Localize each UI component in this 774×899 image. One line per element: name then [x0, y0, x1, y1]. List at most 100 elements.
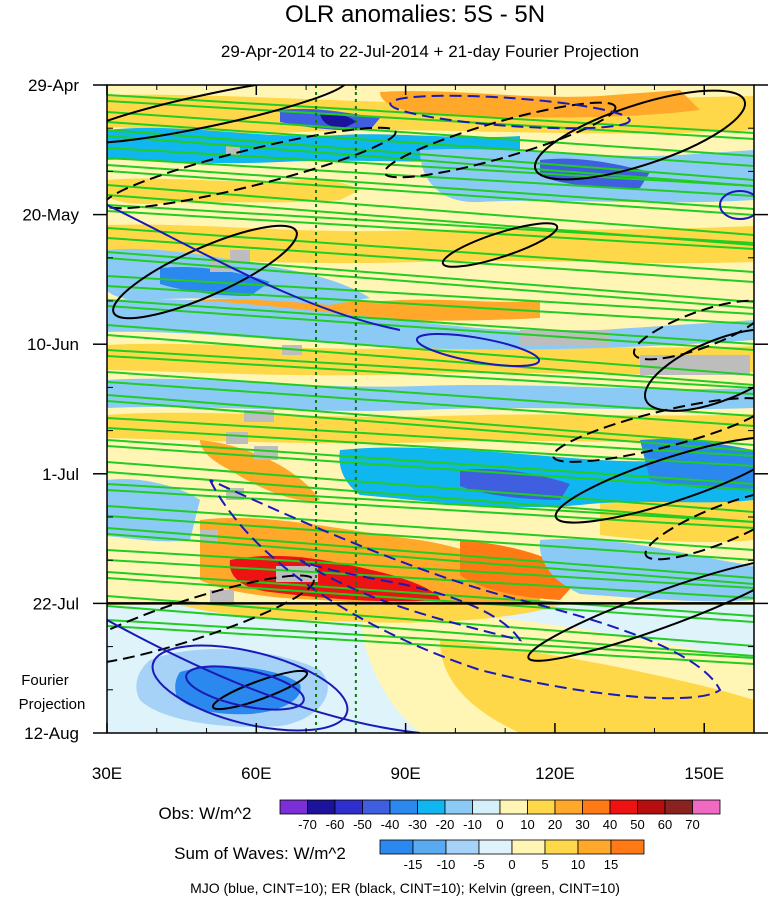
obs-colorbar-swatch	[444, 799, 473, 815]
mjo-contour-positive	[151, 644, 349, 732]
y-tick-label: 22-Jul	[33, 594, 79, 613]
kelvin-contour	[107, 504, 754, 562]
waves-colorbar-swatch	[544, 839, 579, 855]
er-contour-negative	[632, 299, 754, 361]
mjo-contour-negative	[299, 559, 523, 642]
obs-colorbar-swatch	[554, 799, 583, 815]
obs-colorbar-swatch	[582, 799, 611, 815]
axes: 30E 60E 90E 120E 150E 29-Apr 20-May 10-Jun 1-Jul…	[22, 76, 768, 783]
waves-colorbar-swatch	[610, 839, 645, 855]
waves-colorbar-label: Sum of Waves: W/m^2	[174, 844, 346, 863]
waves-colorbar-swatch	[577, 839, 612, 855]
obs-colorbar-tick-label: -30	[408, 817, 427, 832]
chart-subtitle: 29-Apr-2014 to 22-Jul-2014 + 21-day Four…	[221, 42, 639, 61]
obs-colorbar-tick-label: -20	[436, 817, 455, 832]
kelvin-contour	[107, 482, 754, 530]
obs-neg-band-14	[320, 113, 356, 128]
obs-colorbar-tick-label: 0	[496, 817, 503, 832]
kelvin-contour	[107, 203, 754, 251]
obs-colorbar-swatch	[609, 799, 638, 815]
kelvin-contour	[107, 416, 754, 468]
waves-colorbar-swatch	[478, 839, 513, 855]
obs-pos-band-12	[107, 178, 360, 205]
obs-colorbar-swatch	[389, 799, 418, 815]
obs-colorbar-tick-label: 40	[603, 817, 617, 832]
obs-colorbar-tick-label: -10	[463, 817, 482, 832]
obs-colorbar-swatch	[637, 799, 666, 815]
mjo-contour-positive	[719, 190, 754, 220]
missing-data-block	[226, 432, 248, 444]
obs-colorbar-swatch	[499, 799, 528, 815]
er-contour-negative	[552, 397, 754, 463]
mjo-contour-negative	[389, 94, 631, 130]
obs-colorbar-tick-label: 50	[630, 817, 644, 832]
er-contour-positive	[527, 558, 754, 662]
obs-colorbar-swatch	[472, 799, 501, 815]
kelvin-contour	[107, 460, 754, 524]
obs-colorbar-swatch	[307, 799, 336, 815]
obs-colorbar-tick-label: 10	[520, 817, 534, 832]
kelvin-contour	[107, 594, 754, 658]
mjo-contours	[107, 94, 754, 733]
kelvin-contour	[107, 274, 754, 326]
waves-colorbar-swatch	[445, 839, 480, 855]
y-tick-label: 1-Jul	[42, 465, 79, 484]
obs-colorbar-tick-label: 30	[575, 817, 589, 832]
mjo-contour-positive	[107, 204, 401, 331]
missing-data-blocks	[200, 145, 750, 602]
missing-data-block	[230, 250, 250, 262]
chart-title: OLR anomalies: 5S - 5N	[285, 1, 545, 28]
plot-area	[107, 85, 754, 733]
obs-colorbar-tick-label: 60	[658, 817, 672, 832]
er-contour-positive	[533, 89, 747, 181]
kelvin-contour	[107, 570, 754, 624]
contour-note: MJO (blue, CINT=10); ER (black, CINT=10)…	[190, 880, 620, 896]
x-tick-label: 30E	[92, 764, 122, 783]
x-tick-label: 90E	[390, 764, 420, 783]
kelvin-contour	[107, 348, 754, 396]
er-contour-positive	[211, 669, 309, 711]
kelvin-contour	[107, 128, 754, 188]
projection-label-line-2: Projection	[19, 696, 86, 713]
missing-data-block	[276, 566, 318, 582]
obs-colorbar-swatch	[334, 799, 363, 815]
obs-colorbar-swatch	[362, 799, 391, 815]
waves-colorbar-tick-label: 0	[508, 857, 515, 872]
kelvin-contour	[107, 438, 754, 492]
obs-colorbar-tick-label: -70	[298, 817, 317, 832]
kelvin-contour	[107, 110, 754, 168]
kelvin-contour	[107, 226, 754, 284]
obs-colorbar-tick-label: -60	[326, 817, 345, 832]
obs-colorbar-tick-label: -40	[381, 817, 400, 832]
mjo-contour-positive	[415, 333, 541, 367]
y-tick-label: 10-Jun	[27, 335, 79, 354]
waves-colorbar-tick-label: 5	[541, 857, 548, 872]
obs-colorbar-tick-label: 20	[548, 817, 562, 832]
kelvin-contour	[107, 548, 754, 600]
obs-colorbar-swatch	[692, 799, 721, 815]
waves-colorbar-tick-label: -10	[437, 857, 456, 872]
missing-data-block	[210, 590, 234, 602]
projection-label-line-1: Fourier	[21, 672, 69, 689]
waves-colorbar-tick-label: 15	[604, 857, 618, 872]
y-tick-label: 20-May	[22, 206, 79, 225]
kelvin-contour	[107, 163, 754, 217]
er-contour-positive	[441, 222, 559, 268]
kelvin-contour	[107, 250, 754, 310]
waves-colorbar-swatch	[511, 839, 546, 855]
waves-colorbar-tick-label: -5	[473, 857, 485, 872]
waves-colorbar-swatch	[412, 839, 447, 855]
y-tick-label: 12-Aug	[24, 724, 79, 743]
x-tick-label: 60E	[241, 764, 271, 783]
x-tick-label: 150E	[684, 764, 724, 783]
missing-data-block	[640, 355, 750, 375]
waves-colorbar-tick-label: 10	[571, 857, 585, 872]
reference-lines	[107, 85, 754, 733]
er-contour-positive	[107, 85, 348, 145]
er-contour-positive	[643, 328, 754, 412]
plot-frame	[106, 84, 755, 734]
er-contour-negative	[107, 574, 315, 666]
obs-colorbar-swatch	[279, 799, 308, 815]
obs-colorbar-tick-label: -50	[353, 817, 372, 832]
obs-colorbar-swatch	[664, 799, 693, 815]
